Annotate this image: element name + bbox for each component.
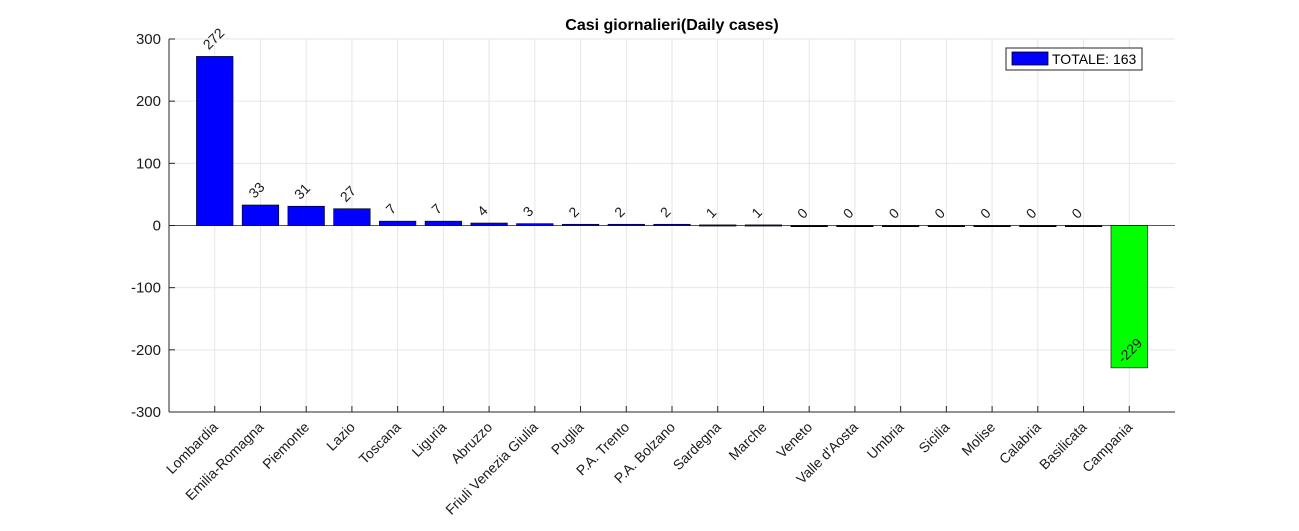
bar (1064, 225, 1103, 228)
legend-label: TOTALE: 163 (1052, 51, 1137, 67)
x-tick-label: Umbria (864, 419, 907, 462)
bar (790, 225, 828, 228)
y-tick-label: -100 (131, 280, 161, 297)
x-tick-label: Sicilia (915, 419, 952, 456)
bar (333, 208, 371, 226)
bar (470, 222, 508, 226)
bar (379, 220, 417, 226)
x-tick-label: Puglia (548, 419, 587, 458)
bar (1110, 225, 1148, 369)
data-label: 27 (337, 182, 359, 204)
data-label: 272 (200, 25, 228, 53)
data-label: 4 (474, 202, 491, 219)
bars (196, 56, 1148, 369)
y-tick-label: -200 (131, 342, 161, 359)
x-tick-label: Lazio (323, 419, 358, 454)
bar (836, 225, 874, 228)
y-tick-labels: -300 -200 -100 0 100 200 300 (131, 31, 161, 421)
bar (653, 223, 691, 226)
bar (516, 223, 554, 226)
x-tick-label: Veneto (773, 419, 815, 461)
x-tick-label: Marche (725, 419, 769, 463)
x-tick-label: Toscana (356, 419, 404, 467)
data-label: 1 (703, 204, 720, 221)
data-label: 0 (840, 205, 857, 222)
bar (1019, 225, 1057, 228)
bar (744, 224, 783, 227)
data-label: 0 (1068, 205, 1085, 222)
bar (882, 225, 920, 228)
data-label: 2 (611, 203, 628, 220)
bar (607, 223, 645, 226)
y-tick-label: 100 (136, 155, 161, 172)
data-label: 3 (520, 203, 537, 220)
data-label: 0 (885, 205, 902, 222)
data-label: 31 (291, 180, 313, 202)
bar (424, 220, 462, 226)
chart-title: Casi giornalieri(Daily cases) (565, 17, 778, 34)
bar (241, 204, 280, 226)
bar (287, 205, 325, 226)
x-tick-label: Liguria (408, 419, 449, 460)
data-label: 0 (1023, 205, 1040, 222)
legend-swatch (1011, 51, 1049, 66)
bar (927, 225, 965, 228)
bar (561, 223, 600, 226)
data-label: 0 (931, 205, 948, 222)
x-tick-label: Emilia-Romagna (182, 419, 267, 504)
bar (973, 225, 1011, 228)
axes-frame (168, 38, 1175, 413)
data-label: 7 (382, 200, 399, 217)
x-tick-label: Molise (958, 419, 998, 459)
data-label: 2 (565, 203, 582, 220)
data-label: 1 (748, 204, 765, 221)
bar (699, 224, 737, 227)
data-label: 0 (794, 205, 811, 222)
x-tick-label: Sardegna (670, 419, 724, 473)
y-tick-label: 0 (153, 218, 161, 235)
y-tick-label: -300 (131, 404, 161, 421)
x-tick-label: Campania (1079, 419, 1136, 476)
data-label: 7 (428, 200, 445, 217)
y-tick-label: 200 (136, 93, 161, 110)
data-label: 2 (657, 203, 674, 220)
data-label: 33 (245, 179, 267, 201)
x-tick-label: Piemonte (259, 419, 312, 472)
y-tick-label: 300 (136, 31, 161, 48)
data-label: 0 (977, 205, 994, 222)
bar (196, 56, 234, 226)
legend[interactable]: TOTALE: 163 (1005, 47, 1143, 71)
